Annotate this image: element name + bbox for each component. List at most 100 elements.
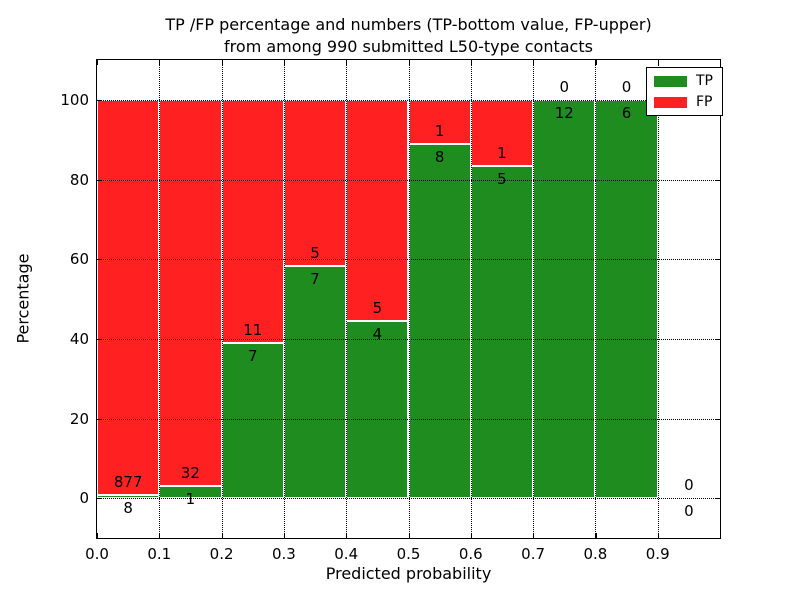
bar-count-tp: 4 <box>372 325 383 344</box>
x-tick-mark-top <box>159 60 161 65</box>
x-tick-mark <box>657 533 659 538</box>
bar-segment-tp <box>97 494 160 499</box>
bar-segment-tp <box>221 343 284 499</box>
bar-count-fp: 1 <box>434 122 445 141</box>
y-tick-mark-right <box>715 259 720 261</box>
x-tick-label: 0.2 <box>209 545 234 563</box>
bar-segment-tp <box>408 144 471 499</box>
x-tick-label: 0.3 <box>271 545 296 563</box>
plot-area: 0.0 0.1 0.2 0.3 0.4 0.5 0.6 0.7 0.8 0.9 0 20 40 60 80 1… <box>60 59 721 563</box>
bar-segment-fp <box>97 99 160 495</box>
bar-count-fp: 5 <box>310 243 320 262</box>
bar-segment-fp <box>283 99 347 266</box>
bar-segment-fp <box>221 99 284 344</box>
x-tick-mark-top <box>408 60 410 65</box>
y-tick-label: 0 <box>79 489 89 508</box>
y-tick-mark-right <box>715 498 720 500</box>
x-tick-label: 0.0 <box>85 545 109 563</box>
legend-label: TP <box>696 73 713 89</box>
y-tick-label: 100 <box>60 90 89 109</box>
bar-count-tp: 1 <box>185 490 196 509</box>
x-tick-label: 0.9 <box>645 545 670 563</box>
x-tick-label: 0.7 <box>521 545 546 563</box>
bar-segment-fp <box>408 99 471 145</box>
x-tick-mark-top <box>97 60 99 65</box>
x-axis-label: Predicted probability <box>325 564 492 583</box>
y-tick-label: 80 <box>69 170 89 189</box>
x-tick-mark-top <box>470 60 472 65</box>
legend-item-fp: FP <box>654 94 713 110</box>
bar-count-tp: 0 <box>684 502 694 521</box>
gridline-vertical <box>657 60 659 538</box>
x-tick-mark-top <box>595 60 597 65</box>
bar-segment-tp <box>470 166 534 499</box>
y-tick-label: 20 <box>69 409 89 428</box>
gridline-vertical <box>533 60 535 538</box>
x-tick-label: 0.5 <box>396 545 421 563</box>
y-axis-label: Percentage <box>13 253 33 344</box>
bar-count-tp: 6 <box>621 103 632 122</box>
bar-segment-fp <box>346 99 409 322</box>
bar-segment-fp <box>159 99 222 487</box>
y-tick-mark <box>97 418 102 420</box>
bar-count-tp: 7 <box>310 269 320 288</box>
x-tick-mark <box>595 533 597 538</box>
y-tick-mark <box>97 338 102 341</box>
bar-count-tp: 8 <box>123 498 133 517</box>
gridline-vertical <box>283 60 285 538</box>
bar-segment-tp <box>283 265 347 499</box>
bar-count-fp: 11 <box>243 321 263 340</box>
bar-count-fp: 0 <box>684 476 694 495</box>
bar-segment-tp <box>595 99 658 499</box>
y-tick-label: 60 <box>69 250 89 269</box>
bar-count-fp: 32 <box>180 464 200 483</box>
bar-count-tp: 7 <box>247 347 258 366</box>
x-tick-mark <box>221 533 223 538</box>
y-tick-mark <box>97 498 102 500</box>
legend: TP FP <box>646 67 723 116</box>
y-tick-mark <box>97 259 102 261</box>
bar-count-fp: 1 <box>497 144 507 163</box>
bar-segment-tp <box>533 99 596 499</box>
x-tick-mark-top <box>533 60 535 65</box>
bar-count-tp: 12 <box>554 103 574 122</box>
x-tick-mark-top <box>657 60 659 65</box>
y-tick-mark-right <box>715 338 720 341</box>
y-tick-mark <box>97 99 102 102</box>
chart-title-line2: from among 990 submitted L50-type contac… <box>224 37 593 56</box>
x-tick-label: 0.4 <box>334 545 359 563</box>
bar-count-fp: 0 <box>559 77 570 96</box>
y-tick-mark-right <box>715 179 720 181</box>
x-tick-mark <box>97 533 99 538</box>
x-tick-mark <box>533 533 535 538</box>
bar-count-fp: 0 <box>621 77 632 96</box>
x-tick-mark <box>470 533 472 538</box>
gridline-vertical <box>595 60 597 538</box>
x-tick-mark-top <box>221 60 223 65</box>
x-tick-mark-top <box>346 60 348 65</box>
legend-label: FP <box>696 94 713 110</box>
y-tick-mark <box>97 179 102 181</box>
x-tick-mark <box>346 533 348 538</box>
x-tick-mark <box>159 533 161 538</box>
gridline-vertical <box>159 60 161 538</box>
x-tick-mark <box>283 533 286 538</box>
bar-count-tp: 8 <box>434 148 445 167</box>
x-tick-mark-top <box>283 60 286 65</box>
x-tick-label: 0.6 <box>458 545 483 563</box>
bar-count-tp: 5 <box>497 170 507 189</box>
bar-segment-fp <box>470 99 534 167</box>
legend-item-tp: TP <box>654 73 713 89</box>
legend-swatch-tp <box>654 75 687 87</box>
x-tick-label: 0.1 <box>147 545 172 563</box>
bar-count-fp: 5 <box>372 299 383 318</box>
y-tick-mark-right <box>715 418 720 420</box>
chart-title: TP /FP percentage and numbers (TP-bottom… <box>97 14 720 58</box>
y-tick-label: 40 <box>69 329 89 348</box>
x-tick-mark <box>408 533 410 538</box>
bar-segment-tp <box>346 321 409 499</box>
gridline-vertical <box>408 60 410 538</box>
chart-title-line1: TP /FP percentage and numbers (TP-bottom… <box>165 15 652 34</box>
gridline-vertical <box>346 60 348 538</box>
